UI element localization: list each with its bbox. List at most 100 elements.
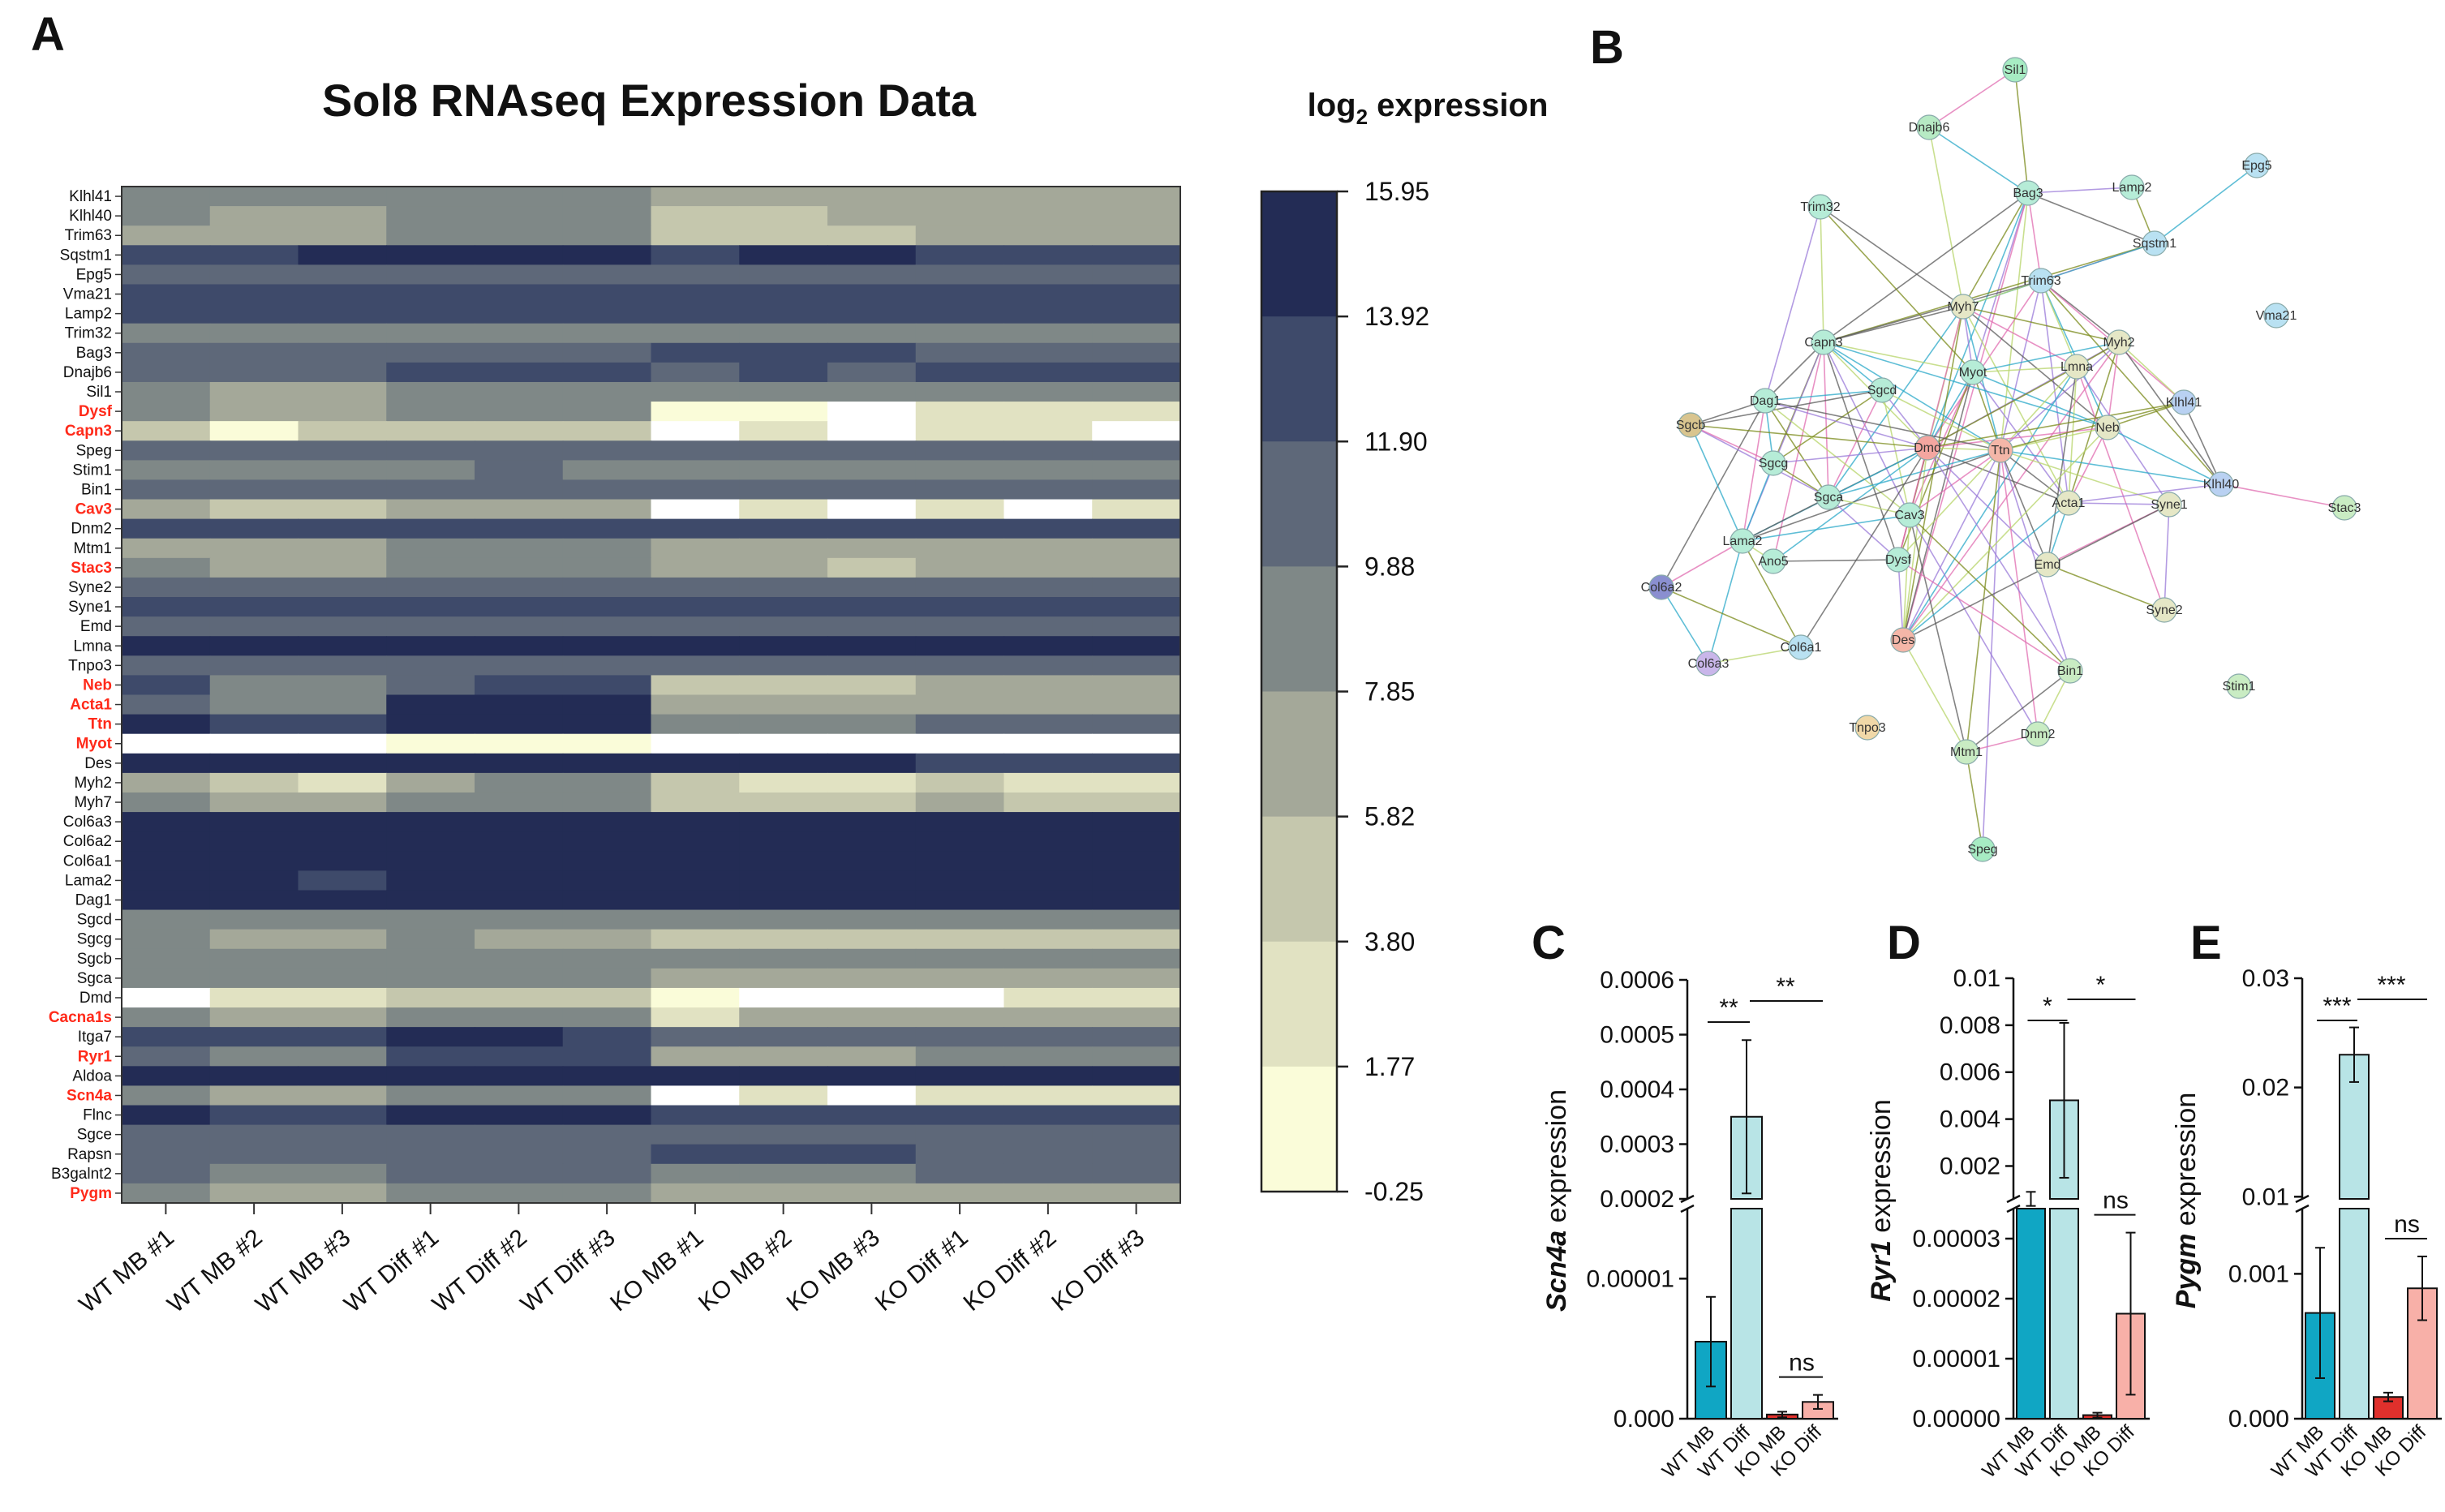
heatmap-cell <box>1092 538 1181 559</box>
heatmap-cell <box>122 694 211 715</box>
heatmap-cell <box>827 421 917 441</box>
heatmap-cell <box>827 1183 917 1204</box>
network-edge <box>1902 341 2120 641</box>
heatmap-cell <box>1003 890 1093 911</box>
heatmap-cell <box>562 499 652 520</box>
heatmap-cell <box>562 264 652 286</box>
heatmap-cell <box>386 538 475 559</box>
heatmap-cell <box>1092 1085 1181 1106</box>
heatmap-cell <box>915 733 1005 754</box>
heatmap-cell <box>562 1144 652 1165</box>
heatmap-cell <box>562 870 652 891</box>
heatmap-cell <box>298 421 387 441</box>
network-node-label: Lama2 <box>1723 535 1763 548</box>
network-edge <box>1708 540 1743 664</box>
network-edge <box>2000 427 2108 451</box>
heatmap-cell <box>386 733 475 754</box>
heatmap-frame <box>121 186 1181 1204</box>
heatmap-cell <box>562 557 652 578</box>
network-edge <box>2154 165 2258 244</box>
network-node-label: Capn3 <box>1804 336 1842 350</box>
heatmap-cell <box>298 929 387 950</box>
network-edge <box>1764 206 1821 402</box>
heatmap-cell <box>1003 226 1093 246</box>
heatmap-cell <box>915 557 1005 578</box>
network-edge <box>1764 389 1883 402</box>
network-edge <box>1661 400 1766 588</box>
axis-break-mark <box>2006 1204 2021 1213</box>
heatmap-cell <box>915 968 1005 989</box>
gene-label: Myh7 <box>75 794 112 811</box>
heatmap-cell <box>562 753 652 774</box>
heatmap-cell <box>298 538 387 559</box>
heatmap-cell <box>386 948 475 969</box>
heatmap-cell <box>562 851 652 871</box>
heatmap-cell <box>739 187 828 207</box>
heatmap-cell <box>827 675 917 696</box>
heatmap-cell <box>209 597 299 617</box>
y-tick-label: 0.0006 <box>1600 967 1674 994</box>
heatmap-cell <box>298 264 387 286</box>
heatmap-cell <box>209 362 299 383</box>
gene-label: B3galnt2 <box>51 1166 112 1183</box>
colorbar-segment <box>1261 316 1337 442</box>
network-edge <box>1902 514 1910 641</box>
heatmap-cell <box>827 538 917 559</box>
sample-label: WT MB #3 <box>251 1224 355 1318</box>
network-node <box>1897 502 1923 528</box>
heatmap-cell <box>827 577 917 598</box>
heatmap-cell <box>1092 1105 1181 1126</box>
heatmap-cell <box>1003 284 1093 305</box>
network-edge <box>2047 366 2078 565</box>
heatmap-cell <box>915 538 1005 559</box>
heatmap-cell <box>651 948 740 969</box>
heatmap-cell <box>827 733 917 754</box>
network-edge <box>2040 280 2069 504</box>
network-node <box>2171 389 2197 415</box>
heatmap-cell <box>475 1066 564 1087</box>
heatmap-cell <box>386 284 475 305</box>
heatmap-cell <box>209 636 299 656</box>
heatmap-cell <box>475 440 564 461</box>
heatmap-cell <box>1003 264 1093 286</box>
heatmap-cell <box>651 362 740 383</box>
heatmap-cell <box>1092 479 1181 500</box>
network-edge <box>1773 559 1899 562</box>
heatmap-cell <box>651 1027 740 1047</box>
heatmap-cell <box>651 1066 740 1087</box>
sample-label: KO Diff #2 <box>959 1224 1062 1317</box>
network-edge <box>1897 559 2071 672</box>
network-node-label: Des <box>1892 634 1914 647</box>
network-node <box>1854 715 1880 741</box>
heatmap-cell <box>122 753 211 774</box>
heatmap-cell <box>122 1105 211 1126</box>
gene-label: Emd <box>80 618 112 635</box>
heatmap-cell <box>386 323 475 344</box>
heatmap-cell <box>1003 694 1093 715</box>
heatmap-cell <box>298 479 387 500</box>
heatmap-cell <box>209 753 299 774</box>
heatmap-cell <box>475 636 564 656</box>
heatmap-cell <box>122 245 211 265</box>
network-node <box>2151 597 2177 623</box>
heatmap-cell <box>827 831 917 852</box>
colorbar: 15.95 13.92 11.90 9.88 7.85 5.82 3.80 1.77 -0.25 <box>1260 177 1429 1206</box>
heatmap-cell <box>475 479 564 500</box>
network-node <box>2244 152 2270 178</box>
heatmap-cell <box>298 402 387 422</box>
heatmap-cell <box>122 1027 211 1047</box>
network-edge <box>2000 449 2048 565</box>
heatmap-cell <box>298 1027 387 1047</box>
network-edge <box>1823 280 2042 343</box>
heatmap-cell <box>827 1163 917 1184</box>
network-node-label: Bin1 <box>2057 664 2083 678</box>
network-edge <box>2068 341 2120 504</box>
heatmap-cell <box>386 577 475 598</box>
heatmap-cell <box>1092 245 1181 265</box>
heatmap-cell <box>651 323 740 344</box>
sig-label: *** <box>2377 972 2405 999</box>
heatmap-cell <box>915 1007 1005 1028</box>
heatmap-cell <box>475 381 564 402</box>
colorbar-tick-label: -0.25 <box>1364 1177 1424 1206</box>
heatmap-cell <box>1092 870 1181 891</box>
